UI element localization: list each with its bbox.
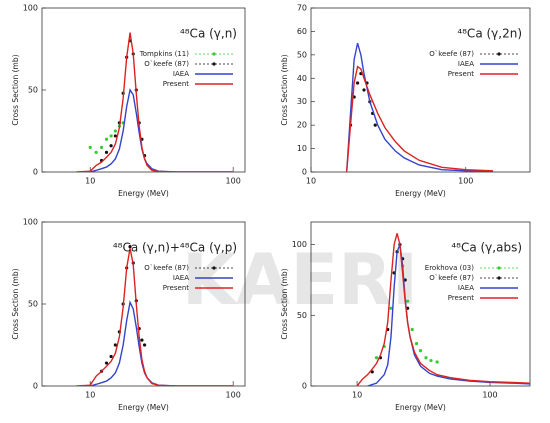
legend-label: O`keefe (87) <box>144 60 189 68</box>
legend-label: Present <box>163 284 190 292</box>
data-point <box>414 341 419 346</box>
panel-title: ⁴⁸Ca (γ,2n) <box>457 27 522 41</box>
data-point <box>104 361 109 365</box>
y-tick-label: 50 <box>28 300 38 309</box>
series-line <box>345 42 494 172</box>
y-tick-label: 70 <box>297 4 307 13</box>
plot-frame <box>310 221 531 387</box>
y-tick-label: 100 <box>292 240 307 249</box>
data-point <box>410 327 414 332</box>
y-tick-label: 20 <box>297 121 307 130</box>
panel-title: ⁴⁸Ca (γ,abs) <box>451 241 522 255</box>
data-point <box>88 145 92 149</box>
plot-area <box>76 245 234 386</box>
legend-label: IAEA <box>173 70 189 78</box>
x-axis-label: Energy (MeV) <box>118 403 169 412</box>
data-point <box>104 137 109 141</box>
y-axis-label: Cross Section (mb) <box>11 54 20 125</box>
y-tick-label: 10 <box>297 144 307 153</box>
legend-label: Tompkins (11) <box>139 50 190 58</box>
x-tick-label: 100 <box>458 177 473 186</box>
y-tick-label: 50 <box>28 86 38 95</box>
data-point <box>406 299 410 303</box>
y-tick-label: 100 <box>23 218 38 227</box>
y-tick-label: 30 <box>297 97 307 106</box>
legend-label: O`keefe (87) <box>429 50 474 58</box>
legend-label: Erokhova (03) <box>425 264 474 272</box>
series-line <box>345 65 494 172</box>
data-point <box>373 123 377 127</box>
plot-area <box>76 32 234 172</box>
series-line <box>356 233 530 386</box>
legend-label: Present <box>163 80 190 88</box>
y-tick-label: 60 <box>297 27 307 36</box>
data-point <box>104 150 109 154</box>
watermark: KAERI <box>182 239 418 321</box>
legend-marker <box>497 52 501 56</box>
data-point <box>362 88 366 92</box>
data-point <box>113 343 117 347</box>
y-tick-label: 0 <box>302 168 307 177</box>
legend-label: IAEA <box>173 274 189 282</box>
y-tick-label: 50 <box>297 311 307 320</box>
data-point <box>389 306 393 310</box>
data-point <box>109 144 113 148</box>
data-point <box>113 134 117 138</box>
x-tick-label: 100 <box>226 391 241 400</box>
y-tick-label: 0 <box>33 382 38 391</box>
x-tick-label: 100 <box>482 391 497 400</box>
legend-label: Present <box>448 70 475 78</box>
series-line <box>76 248 234 386</box>
data-point <box>429 358 433 363</box>
x-axis-label: Energy (MeV) <box>395 403 446 412</box>
data-point <box>418 349 423 353</box>
legend-label: Present <box>448 294 475 302</box>
y-tick-label: 0 <box>302 382 307 391</box>
legend-marker <box>212 266 216 270</box>
legend-label: O`keefe (87) <box>144 264 189 272</box>
y-tick-label: 40 <box>297 74 307 83</box>
legend-marker <box>497 276 501 280</box>
plot-area <box>356 233 530 386</box>
data-point <box>140 338 144 342</box>
x-axis-label: Energy (MeV) <box>395 189 446 198</box>
data-point <box>355 81 360 85</box>
legend-marker <box>497 266 501 270</box>
x-tick-label: 10 <box>352 391 362 400</box>
panel-title: ⁴⁸Ca (γ,n)+⁴⁸Ca (γ,p) <box>113 241 237 255</box>
y-tick-label: 100 <box>23 4 38 13</box>
y-tick-label: 50 <box>297 50 307 59</box>
data-point <box>424 356 428 360</box>
panel-title: ⁴⁸Ca (γ,n) <box>180 27 237 41</box>
legend-marker <box>212 52 216 56</box>
y-axis-label: Cross Section (mb) <box>280 54 289 125</box>
legend-label: IAEA <box>458 60 474 68</box>
data-point <box>374 356 379 360</box>
data-point <box>113 129 117 133</box>
legend-label: IAEA <box>458 284 474 292</box>
data-point <box>94 150 98 154</box>
data-point <box>109 354 113 359</box>
data-point <box>99 145 104 149</box>
x-tick-label: 10 <box>85 177 95 186</box>
y-axis-label: Cross Section (mb) <box>11 268 20 339</box>
data-point <box>128 245 132 249</box>
x-tick-label: 10 <box>85 391 95 400</box>
y-tick-label: 0 <box>33 168 38 177</box>
x-axis-label: Energy (MeV) <box>118 189 169 198</box>
plot-area <box>345 42 494 172</box>
plot-frame <box>310 7 531 173</box>
data-point <box>142 343 147 347</box>
x-tick-label: 10 <box>306 177 316 186</box>
legend-label: O`keefe (87) <box>429 274 474 282</box>
series-line <box>76 32 234 172</box>
x-tick-label: 100 <box>226 177 241 186</box>
y-axis-label: Cross Section (mb) <box>280 268 289 339</box>
legend-marker <box>212 62 216 66</box>
series-line <box>90 88 234 172</box>
data-point <box>435 360 439 364</box>
data-point <box>109 134 113 138</box>
